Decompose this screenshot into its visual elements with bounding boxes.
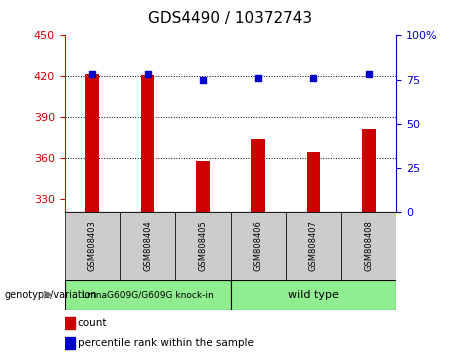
Text: GSM808405: GSM808405 — [198, 221, 207, 272]
Bar — [120, 212, 175, 280]
Point — [254, 75, 262, 81]
Bar — [196, 161, 210, 212]
Text: LmnaG609G/G609G knock-in: LmnaG609G/G609G knock-in — [82, 290, 213, 299]
Bar — [65, 280, 230, 310]
Point — [144, 72, 151, 77]
Text: GSM808404: GSM808404 — [143, 221, 152, 272]
Bar — [230, 212, 286, 280]
Bar — [286, 212, 341, 280]
Bar — [230, 280, 396, 310]
Bar — [65, 212, 120, 280]
Bar — [175, 212, 230, 280]
Text: percentile rank within the sample: percentile rank within the sample — [78, 338, 254, 348]
Text: GSM808407: GSM808407 — [309, 221, 318, 272]
Bar — [65, 317, 75, 330]
Bar — [251, 139, 265, 212]
Point — [310, 75, 317, 81]
Bar — [307, 153, 320, 212]
Text: GDS4490 / 10372743: GDS4490 / 10372743 — [148, 11, 313, 25]
Point — [199, 77, 207, 82]
Text: count: count — [78, 318, 107, 328]
Bar — [85, 74, 99, 212]
Text: GSM808408: GSM808408 — [364, 221, 373, 272]
Bar — [65, 337, 75, 349]
Bar — [141, 75, 154, 212]
Text: wild type: wild type — [288, 290, 339, 300]
Bar — [341, 212, 396, 280]
Point — [89, 72, 96, 77]
Bar — [362, 129, 376, 212]
Point — [365, 72, 372, 77]
Text: genotype/variation: genotype/variation — [5, 290, 97, 300]
Text: GSM808403: GSM808403 — [88, 221, 97, 272]
Text: GSM808406: GSM808406 — [254, 221, 263, 272]
